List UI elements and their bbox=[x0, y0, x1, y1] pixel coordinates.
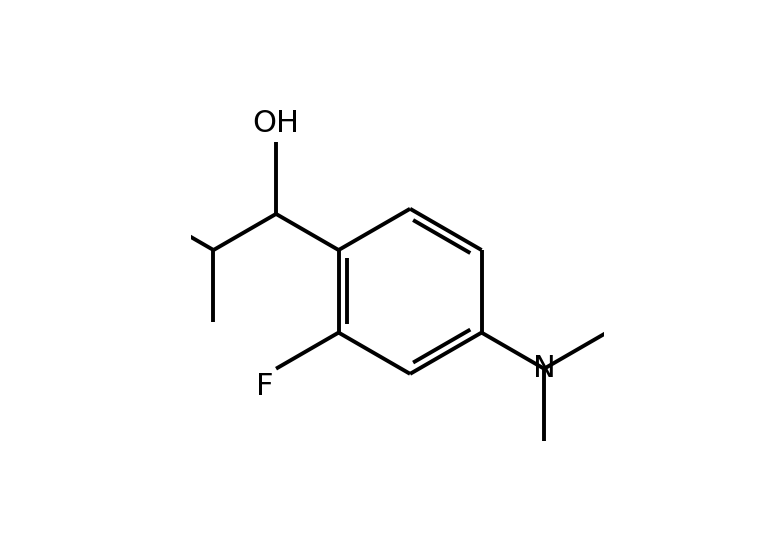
Text: F: F bbox=[257, 372, 274, 401]
Text: N: N bbox=[533, 354, 556, 383]
Text: OH: OH bbox=[252, 109, 300, 138]
